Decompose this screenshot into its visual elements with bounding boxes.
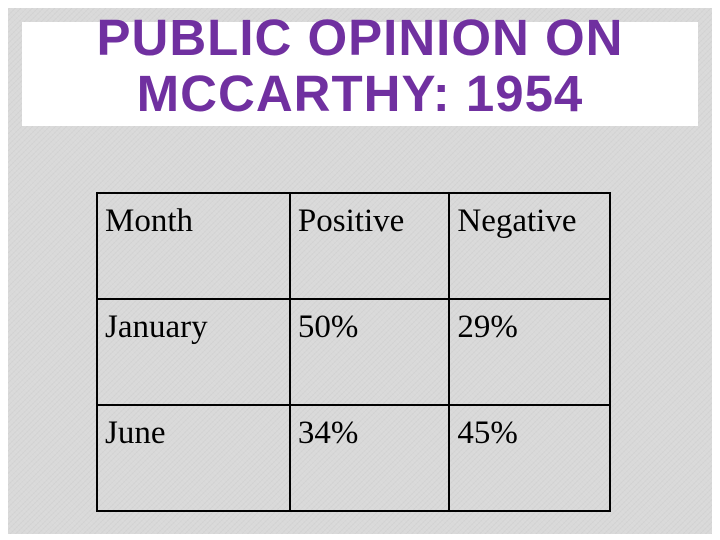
header-month: Month [96, 192, 291, 300]
table-row: January 50% 29% [96, 298, 611, 406]
table-row: June 34% 45% [96, 404, 611, 512]
opinion-table: Month Positive Negative January 50% 29% … [96, 192, 611, 512]
header-negative: Negative [448, 192, 611, 300]
slide-title-line-2: MCCARTHY: 1954 [136, 65, 584, 122]
table-cell-negative: 45% [448, 404, 611, 512]
table-cell-negative: 29% [448, 298, 611, 406]
table-cell-month: June [96, 404, 291, 512]
table-cell-positive: 50% [288, 298, 451, 406]
table-header-row: Month Positive Negative [96, 192, 611, 300]
slide-title: PUBLIC OPINION ON MCCARTHY: 1954 [0, 10, 720, 122]
slide-title-line-1: PUBLIC OPINION ON [96, 9, 624, 66]
header-positive: Positive [288, 192, 451, 300]
title-band [22, 22, 698, 126]
table-cell-month: January [96, 298, 291, 406]
table-cell-positive: 34% [288, 404, 451, 512]
